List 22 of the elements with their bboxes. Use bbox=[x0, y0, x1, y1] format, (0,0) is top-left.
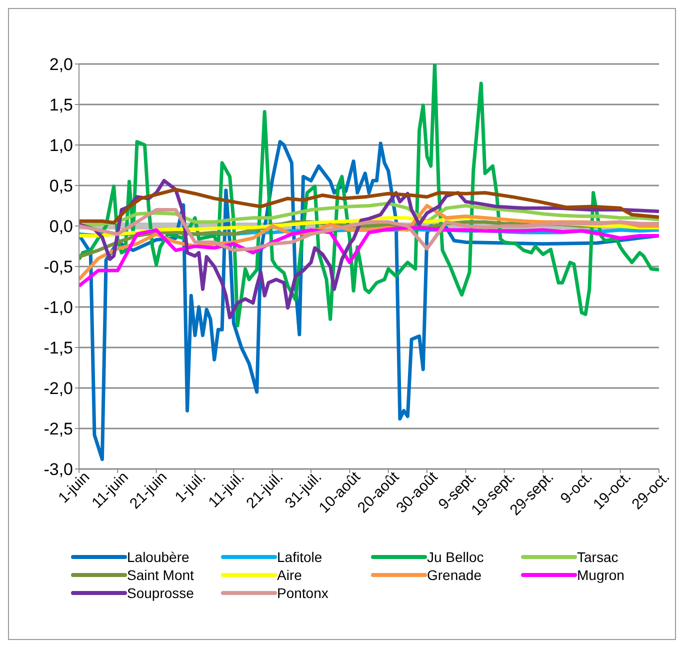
y-tick-label: 1,5 bbox=[49, 96, 73, 115]
legend-label: Mugron bbox=[577, 567, 624, 583]
y-tick-label: -1,5 bbox=[44, 338, 73, 358]
legend-label: Saint Mont bbox=[127, 567, 194, 583]
legend-label: Aire bbox=[277, 567, 302, 583]
legend-label: Tarsac bbox=[577, 549, 618, 565]
line-series bbox=[79, 188, 659, 225]
legend-label: Lafitole bbox=[277, 549, 322, 565]
y-tick-label: 0,5 bbox=[49, 176, 73, 196]
y-tick-label: -1,0 bbox=[44, 298, 73, 318]
y-tick-label: -2,5 bbox=[44, 420, 73, 439]
y-tick-label: -2,0 bbox=[44, 379, 73, 398]
y-tick-label: 0,0 bbox=[49, 217, 73, 236]
legend-label: Ju Belloc bbox=[427, 549, 484, 565]
legend-label: Grenade bbox=[427, 567, 482, 583]
line-series bbox=[79, 208, 659, 252]
y-tick-label: -0,5 bbox=[44, 258, 73, 277]
y-tick-label: 1,0 bbox=[49, 136, 73, 156]
legend-label: Pontonx bbox=[277, 585, 328, 601]
y-tick-label: 2,0 bbox=[49, 55, 73, 74]
legend-label: Laloubère bbox=[127, 549, 190, 565]
legend-label: Souprosse bbox=[127, 585, 194, 601]
